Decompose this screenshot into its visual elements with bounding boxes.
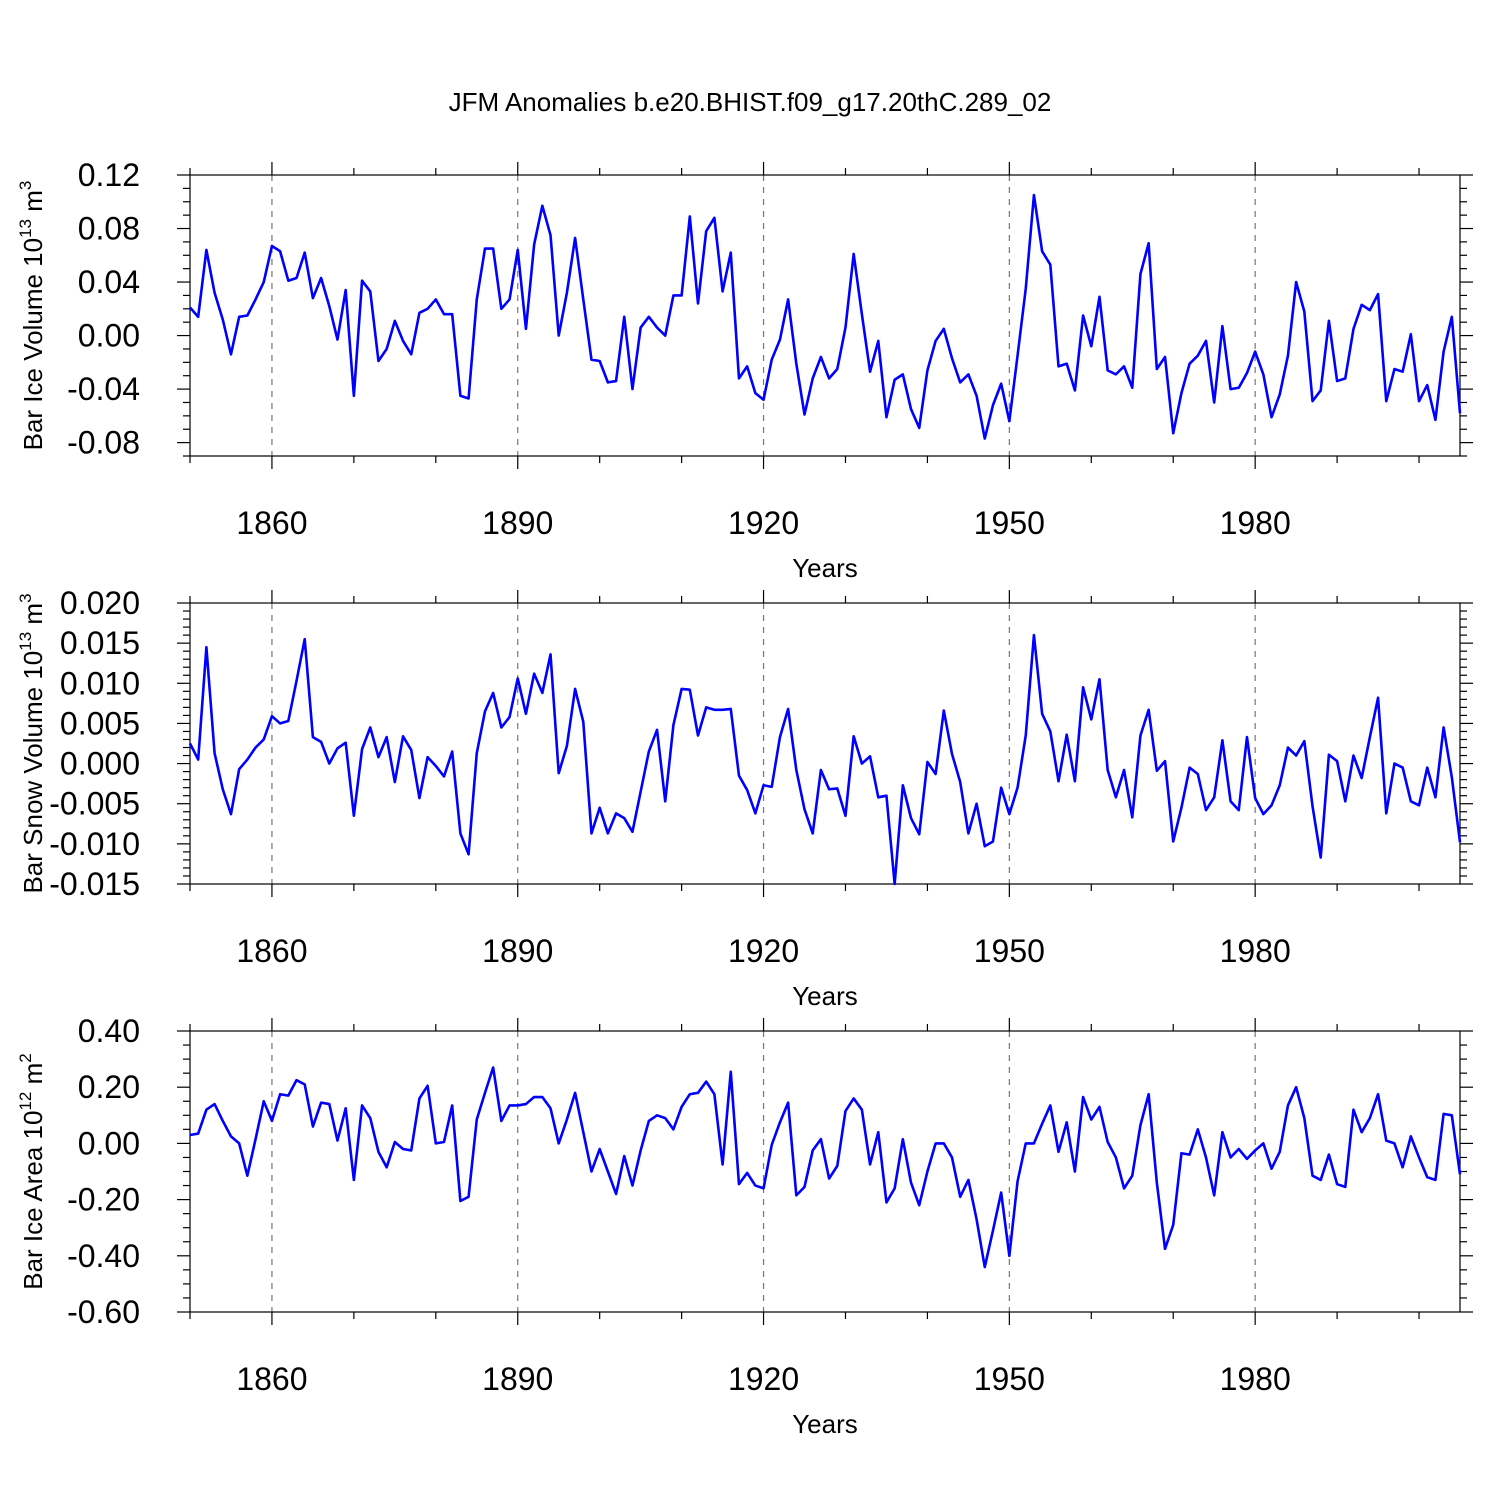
y-tick-label: 0.000 [60,746,140,782]
y-tick-label: 0.015 [60,625,140,661]
y-tick-label: 0.020 [60,585,140,621]
x-tick-label: 1980 [1220,933,1291,969]
y-tick-label: 0.00 [78,318,140,354]
x-tick-label: 1920 [728,505,799,541]
x-tick-label: 1950 [974,505,1045,541]
plot-frame [189,602,1461,885]
plot-frame [189,1030,1461,1313]
y-tick-label: -0.08 [67,425,140,461]
y-tick-label: -0.015 [49,866,140,902]
y-tick-label: 0.12 [78,157,140,193]
y-tick-label: -0.60 [67,1294,140,1330]
y-axis-label: Bar Snow Volume 1013 m3 [16,593,48,893]
y-tick-label: 0.00 [78,1125,140,1161]
x-tick-label: 1950 [974,1361,1045,1397]
x-tick-label: 1920 [728,933,799,969]
x-axis-label: Years [792,981,858,1011]
x-axis-label: Years [792,1409,858,1439]
series-line [189,193,1462,440]
x-tick-label: 1890 [482,505,553,541]
y-tick-label: 0.04 [78,264,140,300]
chart-title: JFM Anomalies b.e20.BHIST.f09_g17.20thC.… [449,87,1052,117]
y-axis-label: Bar Ice Volume 1013 m3 [16,181,48,451]
x-tick-label: 1890 [482,933,553,969]
y-tick-label: -0.20 [67,1182,140,1218]
x-tick-label: 1980 [1220,1361,1291,1397]
panel-3: 1860 1890 1920 1950 1980 Years 0.40 0.20 0.00 -0.… [16,1013,1473,1439]
y-axis-label: Bar Ice Area 1012 m2 [16,1053,48,1290]
y-tick-label: -0.010 [49,826,140,862]
x-tick-label: 1950 [974,933,1045,969]
y-tick-label: -0.04 [67,371,140,407]
plot-frame [189,174,1461,457]
x-axis-label: Years [792,553,858,583]
y-tick-label: 0.08 [78,211,140,247]
series-line [189,1066,1462,1269]
series-line [188,633,1462,886]
y-tick-label: 0.005 [60,705,140,741]
y-tick-label: -0.005 [49,786,140,822]
y-tick-label: 0.20 [78,1069,140,1105]
y-tick-label: 0.010 [60,665,140,701]
x-tick-label: 1920 [728,1361,799,1397]
x-tick-label: 1980 [1220,505,1291,541]
x-tick-label: 1860 [236,505,307,541]
y-tick-label: -0.40 [67,1238,140,1274]
panel-2: 1860 1890 1920 1950 1980 Years 0.020 0.015 0.010… [16,585,1473,1011]
panel-1: 1860 1890 1920 1950 1980 Years 0.12 0.08 0.04 0.0… [16,157,1473,583]
x-tick-label: 1890 [482,1361,553,1397]
y-tick-label: 0.40 [78,1013,140,1049]
x-tick-label: 1860 [236,1361,307,1397]
x-tick-label: 1860 [236,933,307,969]
